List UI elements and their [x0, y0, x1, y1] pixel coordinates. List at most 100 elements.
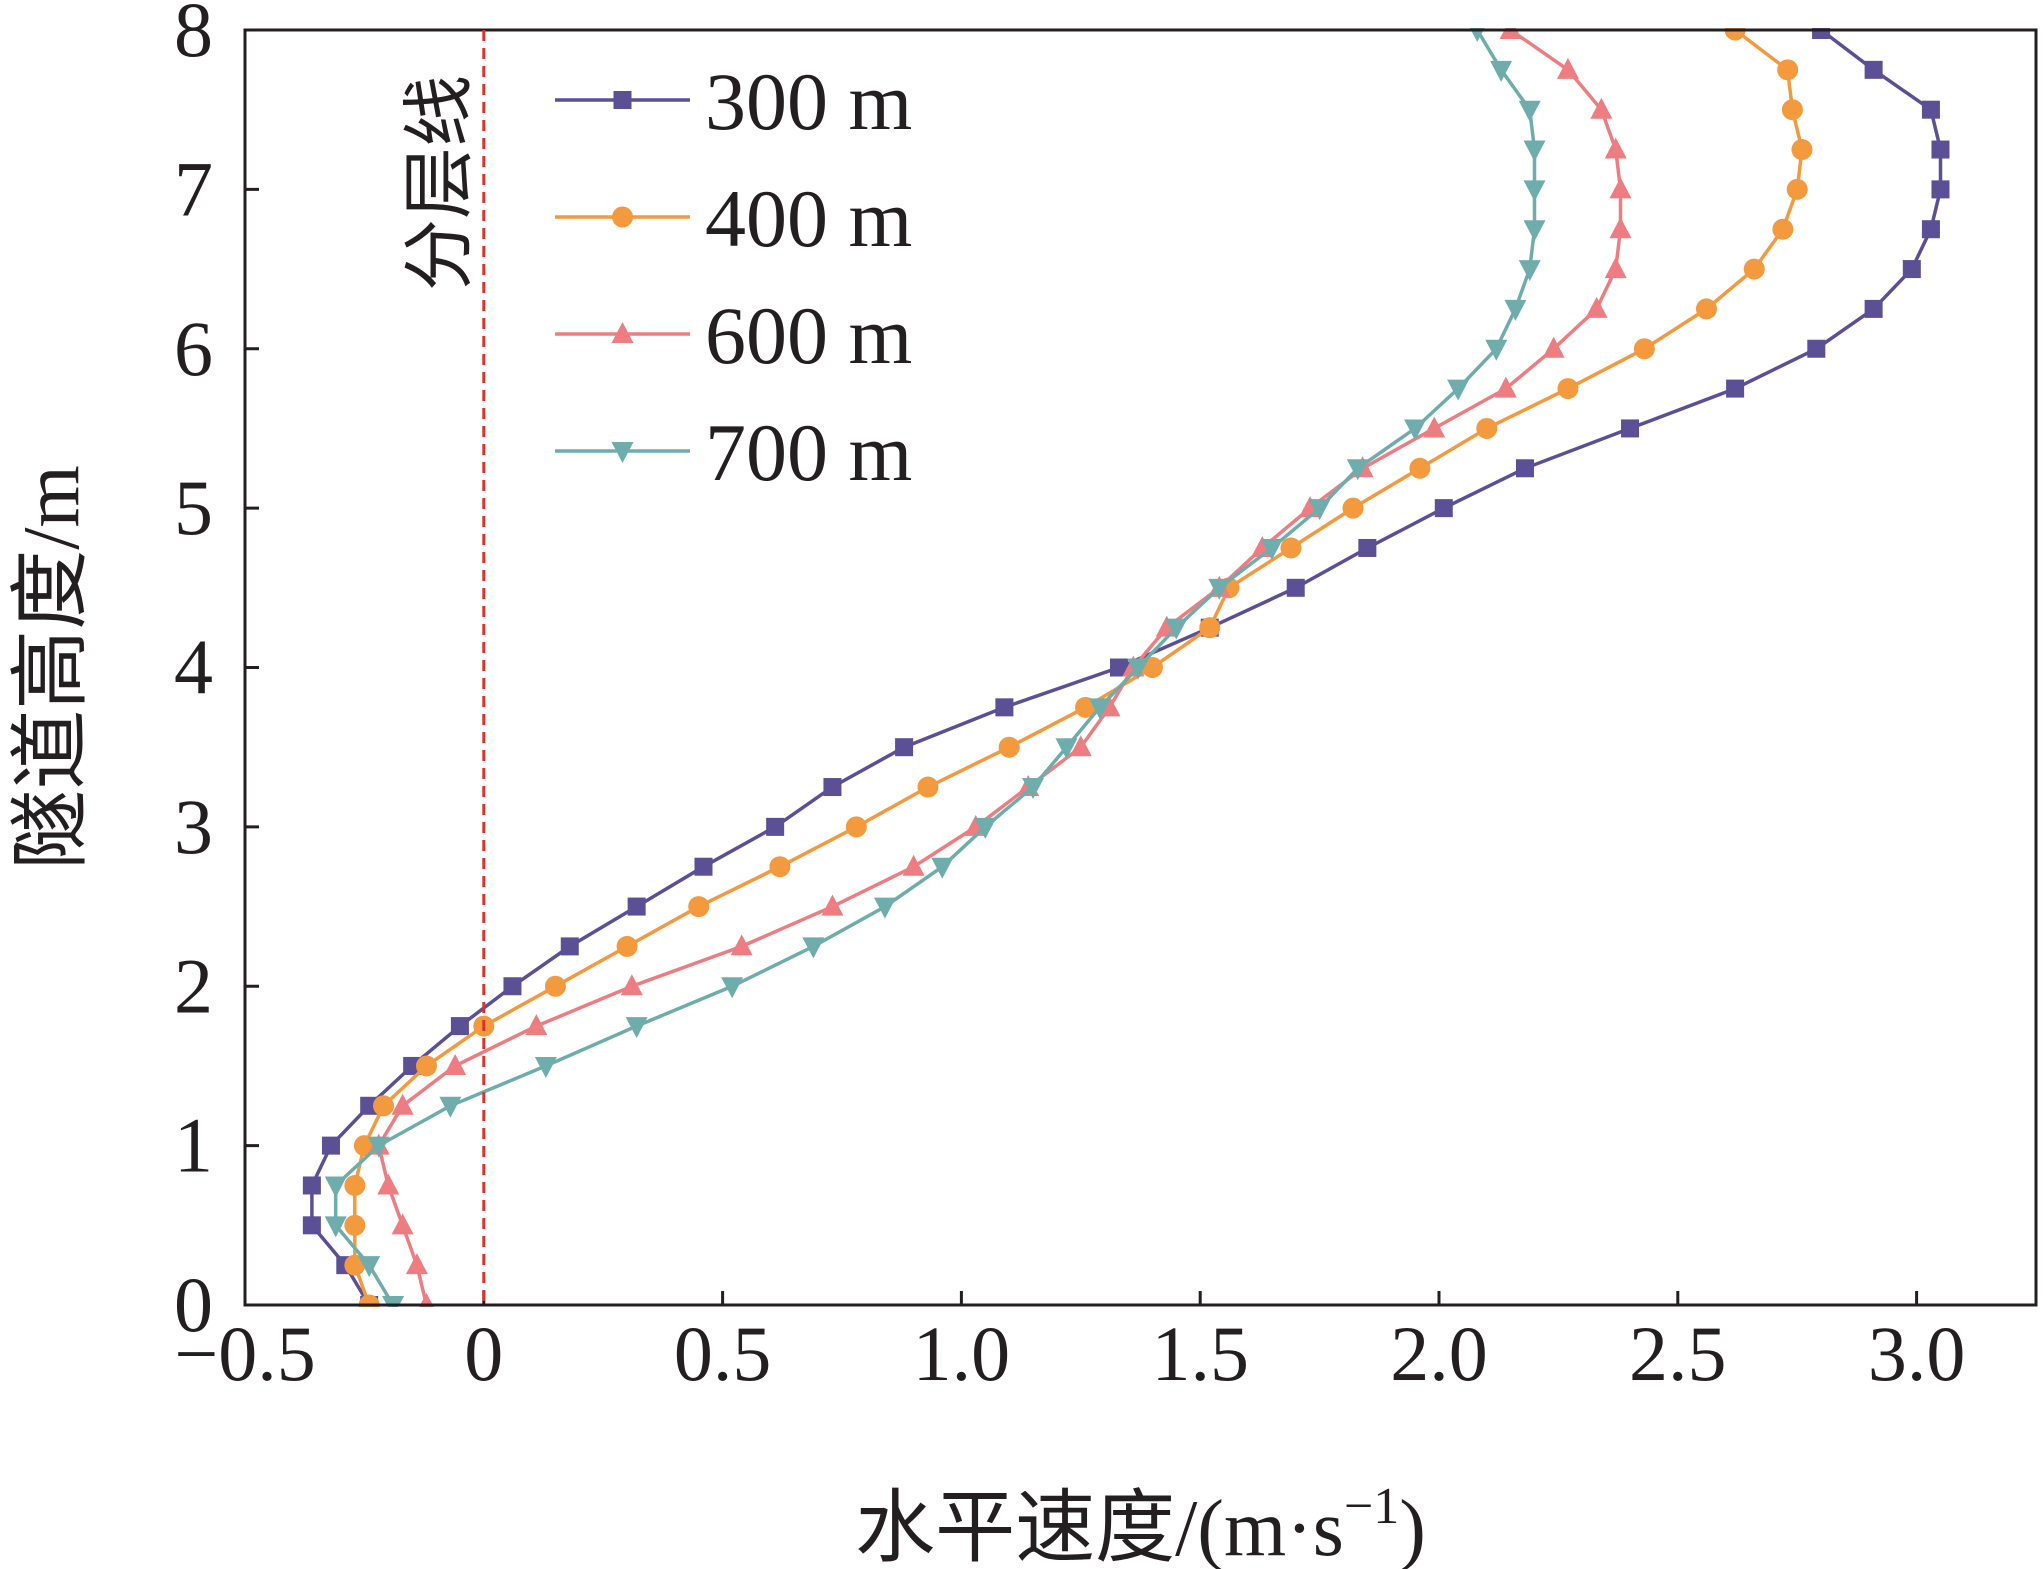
data-point-300m-10 — [627, 897, 646, 916]
data-point-300m-32 — [1812, 28, 1831, 39]
data-point-600m-5 — [391, 1093, 414, 1115]
legend-label-600m: 600 m — [705, 290, 912, 381]
data-point-300m-19 — [1358, 538, 1377, 557]
data-point-400m-27 — [1772, 218, 1794, 240]
data-point-600m-14 — [1069, 735, 1092, 757]
data-point-600m-1 — [405, 1253, 428, 1275]
legend-marker-400m — [612, 206, 633, 228]
data-point-700m-15 — [1088, 698, 1111, 720]
data-point-300m-29 — [1931, 140, 1950, 159]
data-point-700m-5 — [439, 1096, 462, 1118]
data-point-600m-8 — [620, 974, 643, 996]
y-tick-label-0: 0 — [174, 1261, 213, 1348]
data-point-700m-4 — [367, 1136, 390, 1158]
y-tick-label-5: 5 — [174, 464, 213, 551]
x-tick-label-7: 3.0 — [1868, 1310, 1966, 1397]
data-point-300m-3 — [302, 1176, 321, 1195]
series-line-600m — [376, 28, 1623, 1306]
data-point-400m-26 — [1743, 258, 1765, 280]
legend-marker-700m — [611, 442, 634, 463]
data-point-600m-26 — [1604, 257, 1627, 279]
data-point-600m-2 — [391, 1213, 414, 1235]
data-point-400m-22 — [1476, 417, 1498, 439]
data-point-400m-23 — [1557, 378, 1579, 400]
data-point-700m-29 — [1523, 140, 1546, 162]
x-tick-label-0: −0.5 — [174, 1310, 316, 1397]
data-point-700m-22 — [1404, 419, 1427, 441]
data-point-300m-16 — [1110, 658, 1129, 677]
data-point-700m-1 — [358, 1256, 381, 1278]
data-point-400m-20 — [1342, 497, 1364, 519]
data-point-400m-19 — [1280, 537, 1302, 559]
data-point-600m-3 — [377, 1173, 400, 1195]
data-point-700m-21 — [1346, 459, 1369, 481]
x-tick-label-6: 2.5 — [1629, 1310, 1727, 1397]
data-point-300m-13 — [823, 778, 842, 797]
data-point-300m-31 — [1864, 60, 1883, 79]
series-line-700m — [333, 29, 1537, 1306]
data-point-400m-6 — [415, 1055, 437, 1077]
y-axis-title: 隧道高度/m — [8, 465, 96, 869]
data-point-600m-11 — [902, 854, 925, 876]
data-point-300m-22 — [1621, 419, 1640, 438]
x-tick-label-2: 0.5 — [674, 1310, 772, 1397]
data-point-300m-4 — [321, 1136, 340, 1155]
data-point-400m-25 — [1695, 298, 1717, 320]
x-axis-title-main: 水平速度/(m·s — [855, 1485, 1344, 1569]
data-point-700m-26 — [1518, 260, 1541, 282]
data-point-400m-10 — [688, 896, 710, 918]
data-point-400m-21 — [1409, 457, 1431, 479]
data-point-400m-17 — [1199, 617, 1221, 639]
y-tick-label-3: 3 — [174, 783, 213, 870]
data-point-400m-2 — [344, 1214, 366, 1236]
data-point-700m-12 — [974, 817, 997, 839]
data-point-600m-25 — [1585, 296, 1608, 318]
data-point-700m-18 — [1208, 578, 1231, 600]
y-tick-label-6: 6 — [174, 305, 213, 392]
data-point-700m-2 — [324, 1216, 347, 1238]
data-point-700m-20 — [1308, 499, 1331, 521]
data-point-300m-18 — [1286, 578, 1305, 597]
data-point-300m-27 — [1921, 220, 1940, 239]
data-point-600m-27 — [1609, 217, 1632, 239]
data-point-300m-15 — [995, 698, 1014, 717]
data-point-400m-16 — [1141, 657, 1163, 678]
data-point-700m-7 — [625, 1017, 648, 1039]
data-point-400m-13 — [917, 776, 939, 798]
data-point-400m-11 — [769, 856, 791, 878]
data-point-700m-6 — [534, 1056, 557, 1078]
data-point-700m-16 — [1127, 658, 1150, 680]
data-point-600m-7 — [525, 1014, 548, 1036]
data-point-300m-11 — [694, 857, 713, 876]
data-point-700m-31 — [1490, 60, 1513, 82]
y-tick-label-7: 7 — [174, 145, 213, 232]
data-point-400m-30 — [1781, 99, 1803, 121]
y-tick-label-8: 8 — [174, 0, 213, 73]
data-point-300m-5 — [360, 1096, 379, 1115]
data-point-300m-24 — [1807, 339, 1826, 358]
data-point-400m-24 — [1633, 338, 1655, 360]
data-point-300m-8 — [503, 977, 522, 996]
data-point-700m-3 — [324, 1176, 347, 1198]
data-point-700m-10 — [873, 897, 896, 919]
data-point-700m-27 — [1523, 220, 1546, 242]
data-point-700m-23 — [1447, 379, 1470, 401]
legend-label-300m: 300 m — [705, 56, 912, 147]
data-point-400m-31 — [1777, 59, 1799, 81]
data-point-700m-11 — [931, 857, 954, 879]
data-point-300m-12 — [766, 817, 785, 836]
data-point-400m-1 — [344, 1254, 366, 1276]
data-point-400m-5 — [373, 1095, 395, 1117]
x-axis-title: 水平速度/(m·s−1) — [855, 1478, 1426, 1569]
data-point-400m-9 — [616, 935, 638, 957]
data-point-300m-23 — [1726, 379, 1745, 398]
y-tick-label-4: 4 — [174, 624, 213, 711]
data-point-400m-28 — [1786, 178, 1808, 200]
data-point-700m-17 — [1165, 618, 1188, 640]
data-point-300m-14 — [895, 738, 914, 757]
data-point-300m-21 — [1515, 459, 1534, 478]
data-point-700m-30 — [1518, 100, 1541, 122]
x-tick-label-1: 0 — [464, 1310, 503, 1397]
data-point-600m-23 — [1494, 376, 1517, 398]
layer-divider-label: 分层线 — [400, 75, 480, 291]
